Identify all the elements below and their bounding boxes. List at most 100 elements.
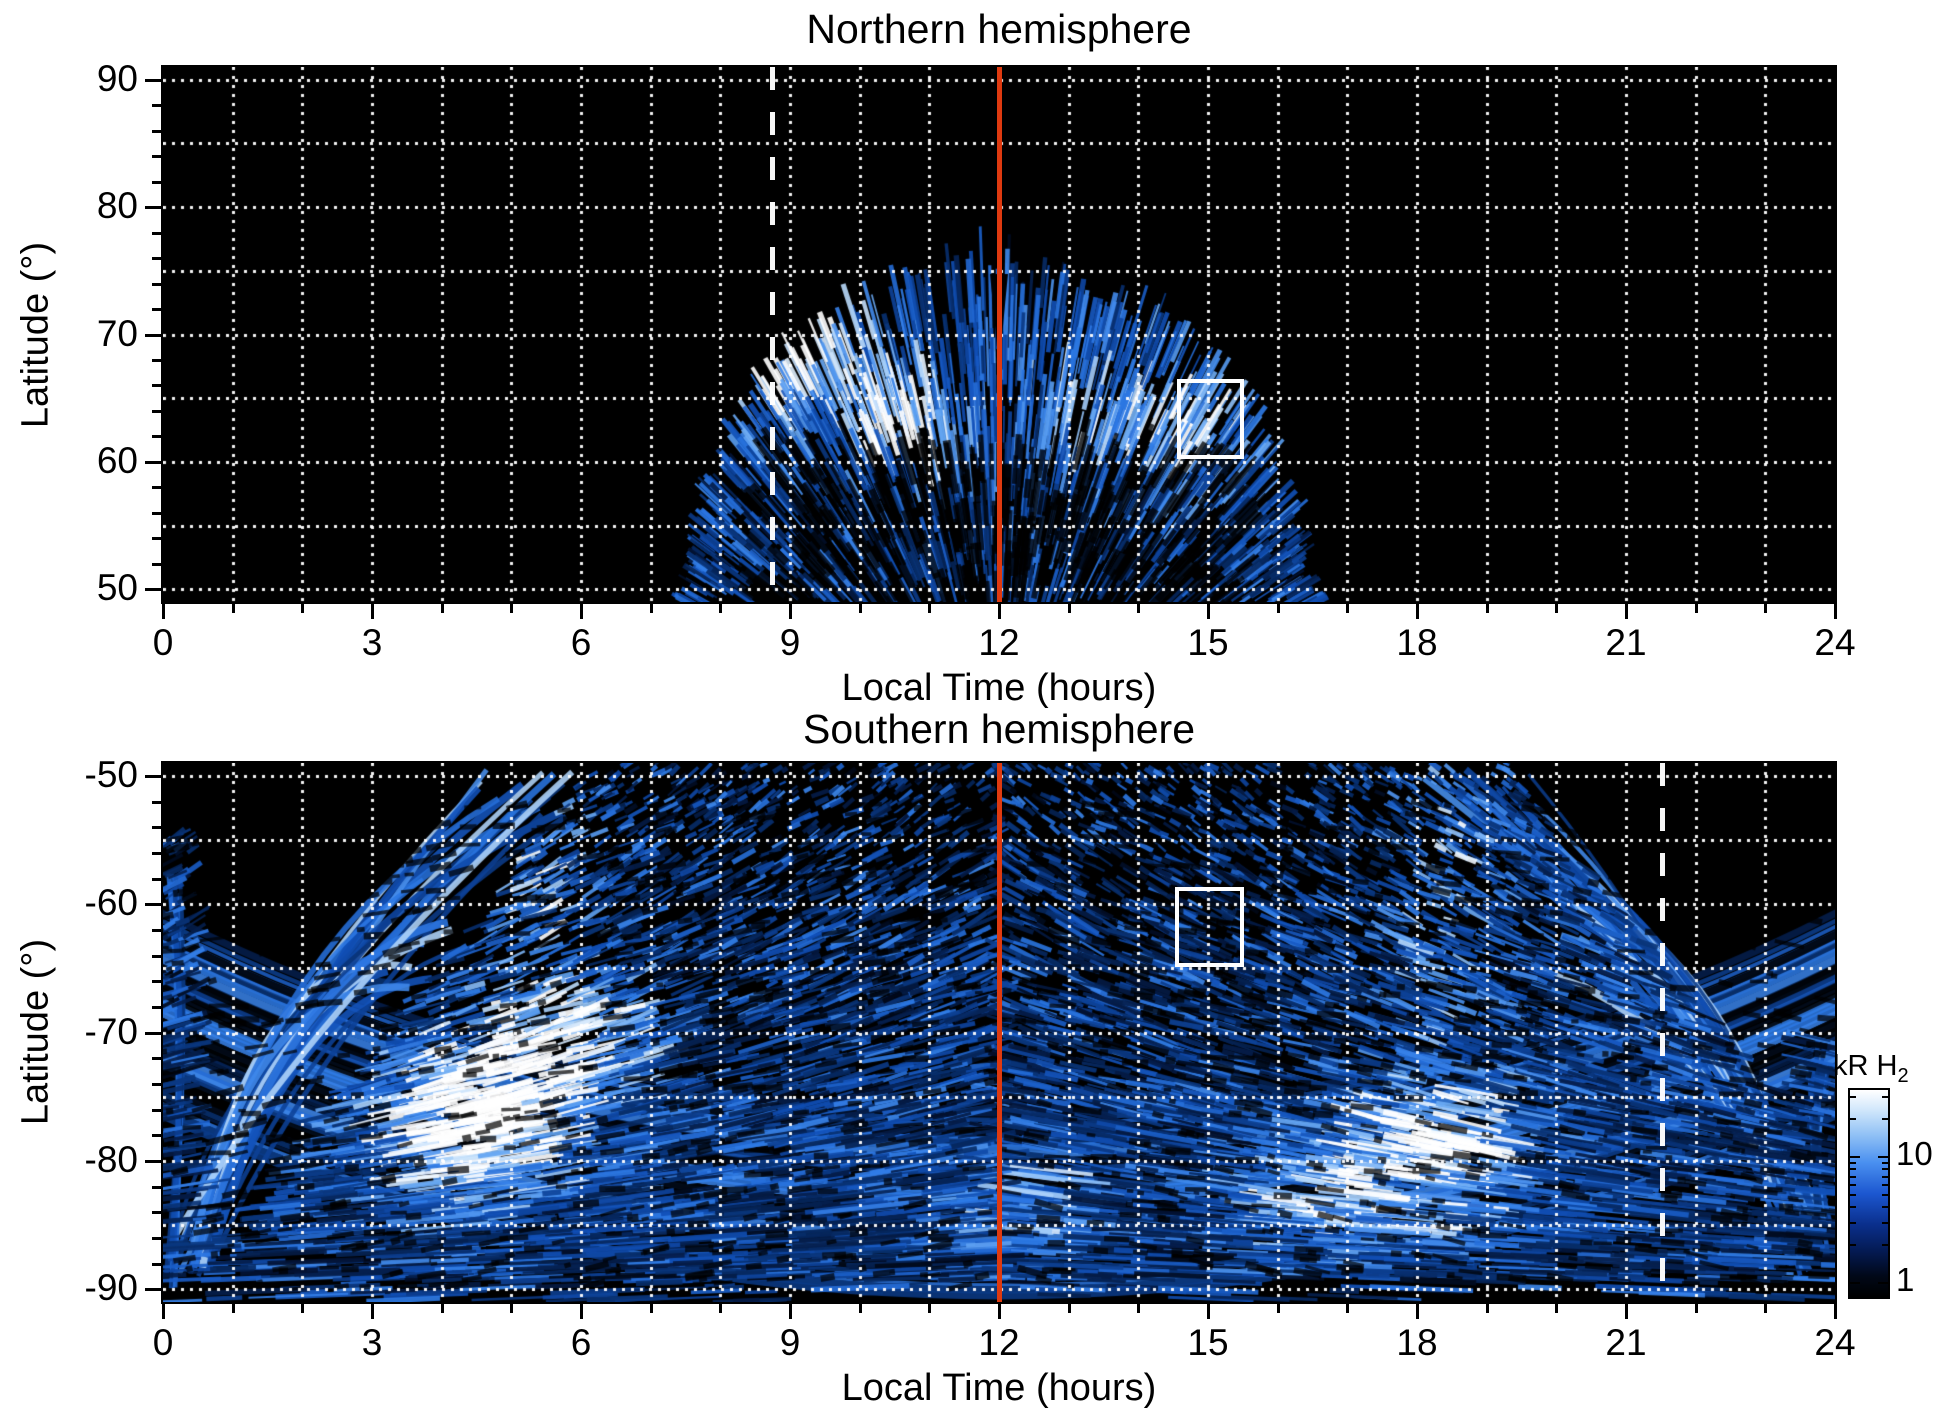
colorbar-tick: [1882, 1244, 1888, 1247]
colorbar-tick: [1882, 1183, 1888, 1186]
south-x-major-tick: [998, 1304, 1001, 1319]
south-x-minor-tick: [1346, 1304, 1350, 1313]
colorbar-tick: [1850, 1161, 1856, 1164]
north-y-tick-label: 70: [96, 312, 138, 354]
north-x-minor-tick: [1276, 604, 1280, 613]
colorbar-tick: [1882, 1161, 1888, 1164]
north-x-major-tick: [1207, 604, 1210, 619]
north-plot-title: Northern hemisphere: [806, 6, 1192, 52]
north-y-tick-label: 50: [96, 567, 138, 609]
south-x-major-tick: [1207, 1304, 1210, 1319]
north-x-minor-tick: [1764, 604, 1768, 613]
south-plot-title: Southern hemisphere: [802, 706, 1196, 752]
south-x-minor-tick: [231, 1304, 235, 1313]
north-x-major-tick: [1625, 604, 1628, 619]
north-x-major-tick: [1834, 604, 1837, 619]
north-y-minor-tick: [152, 384, 161, 388]
south-x-minor-tick: [1764, 1304, 1768, 1313]
north-x-tick-label: 15: [1187, 622, 1229, 663]
colorbar-tick-label: 10: [1896, 1135, 1933, 1172]
south-x-minor-tick: [301, 1304, 305, 1313]
north-y-major-tick: [145, 78, 161, 82]
north-x-tick-label: 21: [1605, 622, 1647, 663]
north-x-minor-tick: [1067, 604, 1071, 613]
north-roi-box: [1176, 379, 1245, 460]
south-x-minor-tick: [649, 1304, 653, 1313]
colorbar-title: kR H2: [1833, 1050, 1909, 1088]
south-noon-line: [996, 763, 1002, 1302]
colorbar-tick: [1850, 1221, 1856, 1224]
colorbar-tick: [1850, 1118, 1856, 1121]
north-y-minor-tick: [152, 282, 161, 286]
north-x-minor-tick: [301, 604, 305, 613]
north-y-minor-tick: [152, 486, 161, 490]
south-x-tick-label: 6: [570, 1322, 592, 1363]
colorbar-gradient: [1850, 1090, 1888, 1297]
colorbar-tick: [1850, 1175, 1856, 1178]
south-x-minor-tick: [1485, 1304, 1489, 1313]
south-x-tick-label: 15: [1187, 1322, 1229, 1363]
south-x-minor-tick: [1694, 1304, 1698, 1313]
north-x-minor-tick: [1346, 604, 1350, 613]
south-y-minor-tick: [152, 851, 161, 855]
north-y-minor-tick: [152, 511, 161, 515]
south-yaxis-title: Latitude (°): [14, 938, 57, 1126]
south-y-minor-tick: [152, 1108, 161, 1112]
north-x-minor-tick: [510, 604, 514, 613]
north-x-major-tick: [789, 604, 792, 619]
north-y-minor-tick: [152, 129, 161, 133]
north-y-major-tick: [145, 460, 161, 464]
north-y-minor-tick: [152, 104, 161, 108]
south-plot-frame: [161, 761, 1837, 1304]
north-noon-line: [996, 67, 1002, 602]
north-x-minor-tick: [1137, 604, 1141, 613]
south-x-tick-label: 3: [361, 1322, 383, 1363]
colorbar-title-sub: 2: [1897, 1064, 1909, 1087]
south-y-minor-tick: [152, 877, 161, 881]
north-y-minor-tick: [152, 257, 161, 261]
colorbar-tick: [1882, 1168, 1888, 1171]
south-y-tick-label: -80: [84, 1138, 138, 1180]
south-x-major-tick: [1834, 1304, 1837, 1319]
south-y-major-tick: [145, 1031, 161, 1035]
colorbar-tick: [1850, 1193, 1856, 1196]
north-x-tick-label: 3: [361, 622, 383, 663]
north-plot-frame: [161, 65, 1837, 604]
south-x-minor-tick: [440, 1304, 444, 1313]
colorbar-tick: [1882, 1221, 1888, 1224]
north-x-minor-tick: [1555, 604, 1559, 613]
south-x-tick-label: 24: [1814, 1322, 1856, 1363]
north-y-minor-tick: [152, 358, 161, 362]
south-y-tick-label: -60: [84, 882, 138, 924]
north-x-minor-tick: [231, 604, 235, 613]
south-y-major-tick: [145, 774, 161, 778]
north-x-minor-tick: [649, 604, 653, 613]
south-xaxis-title: Local Time (hours): [841, 1367, 1157, 1409]
north-x-tick-label: 0: [152, 622, 174, 663]
south-x-major-tick: [1625, 1304, 1628, 1319]
south-x-minor-tick: [719, 1304, 723, 1313]
north-y-minor-tick: [152, 562, 161, 566]
south-x-tick-label: 0: [152, 1322, 174, 1363]
colorbar-frame: [1848, 1088, 1890, 1299]
south-x-tick-label: 9: [779, 1322, 801, 1363]
south-x-major-tick: [162, 1304, 165, 1319]
south-y-minor-tick: [152, 980, 161, 984]
south-dashed-line: [1660, 763, 1666, 1302]
south-y-minor-tick: [152, 1211, 161, 1215]
north-y-minor-tick: [152, 435, 161, 439]
north-x-minor-tick: [1694, 604, 1698, 613]
colorbar-tick: [1882, 1118, 1888, 1121]
south-y-minor-tick: [152, 1262, 161, 1266]
north-y-tick-label: 90: [96, 57, 138, 99]
colorbar-tick: [1882, 1175, 1888, 1178]
south-y-minor-tick: [152, 1236, 161, 1240]
south-y-major-tick: [145, 1288, 161, 1292]
south-x-minor-tick: [928, 1304, 932, 1313]
south-y-minor-tick: [152, 1057, 161, 1061]
north-yaxis-title: Latitude (°): [14, 241, 57, 429]
north-x-minor-tick: [1485, 604, 1489, 613]
south-y-tick-label: -70: [84, 1010, 138, 1052]
north-y-major-tick: [145, 333, 161, 337]
